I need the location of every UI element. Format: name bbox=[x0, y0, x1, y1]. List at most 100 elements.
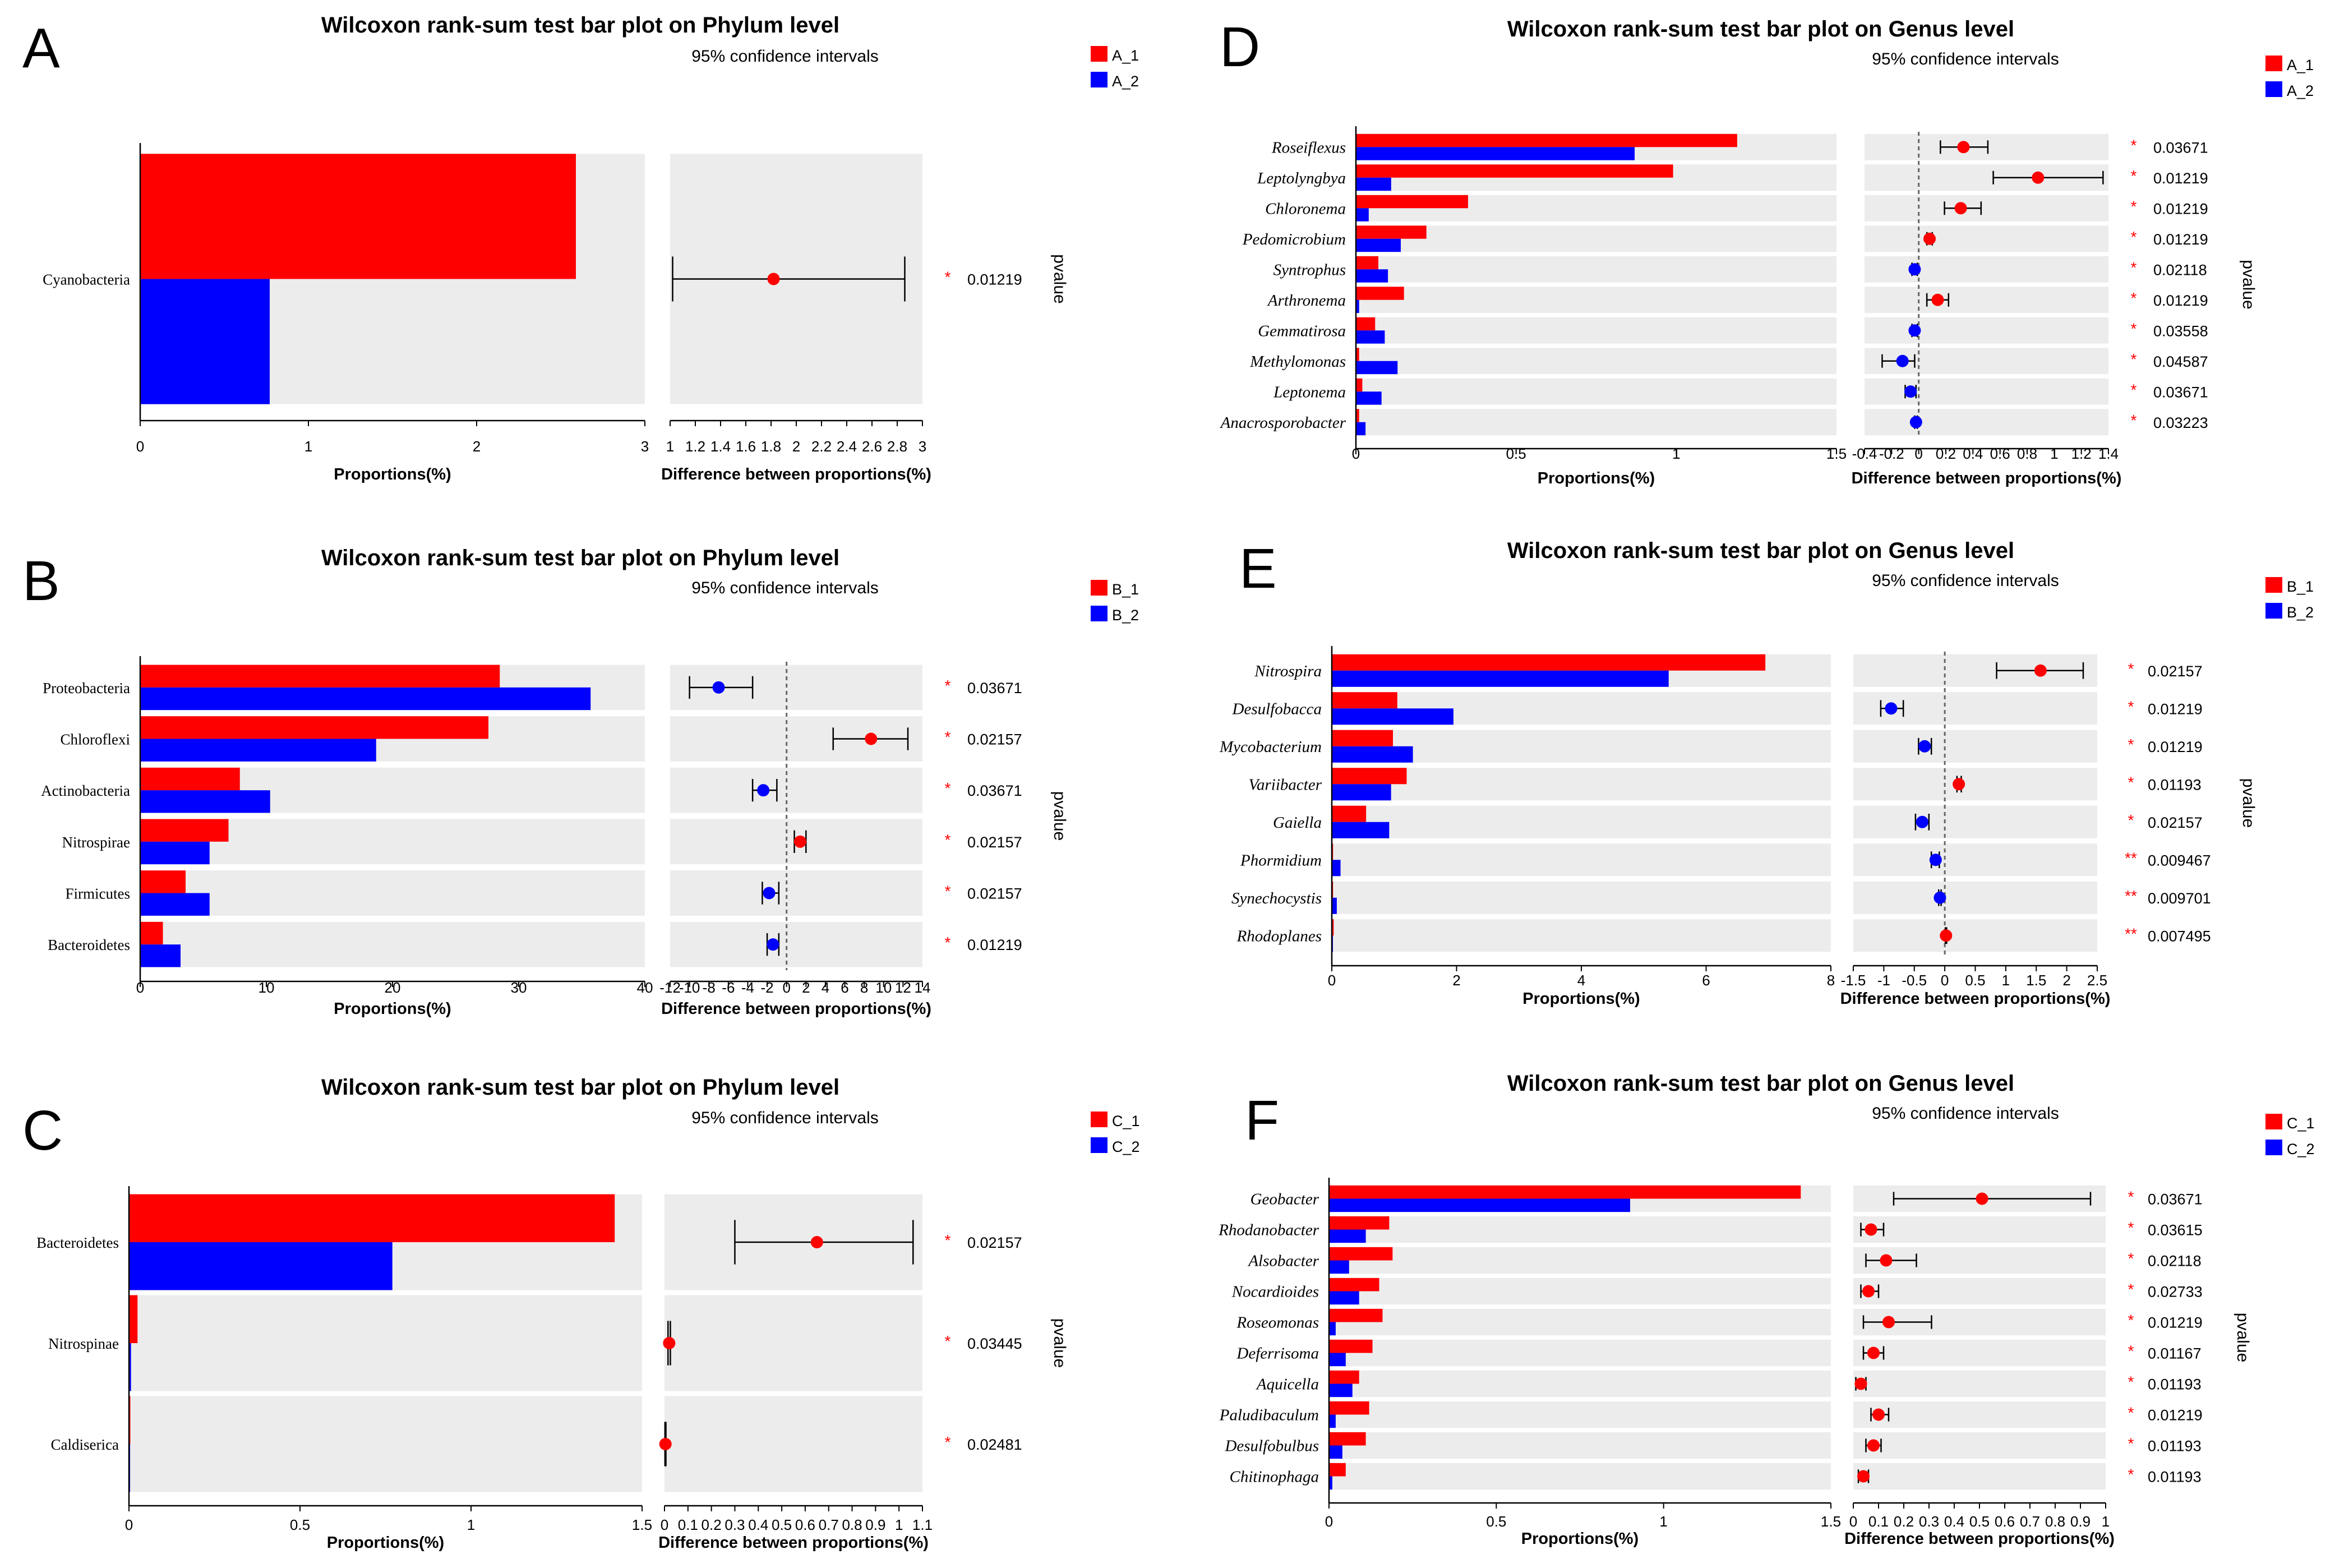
pvalue-label: 0.04587 bbox=[2153, 353, 2208, 370]
significance-star: ** bbox=[2125, 925, 2137, 942]
significance-star: * bbox=[945, 780, 951, 797]
diff-tick-label: 14 bbox=[915, 979, 931, 996]
legend-swatch bbox=[1091, 1112, 1107, 1127]
diff-tick-label: 0.9 bbox=[2070, 1513, 2091, 1530]
bar-band bbox=[1329, 1432, 1831, 1459]
significance-star: * bbox=[2128, 1281, 2134, 1298]
bar bbox=[1356, 348, 1359, 361]
significance-star: * bbox=[2128, 1250, 2134, 1267]
pvalue-label: 0.03671 bbox=[2148, 1191, 2203, 1208]
category-label: Aquicella bbox=[1256, 1376, 1319, 1394]
significance-star: * bbox=[2131, 381, 2137, 398]
significance-star: * bbox=[2131, 259, 2137, 276]
estimate-point bbox=[767, 273, 780, 285]
diff-band bbox=[1853, 730, 2097, 763]
category-label: Deferrisoma bbox=[1236, 1345, 1319, 1363]
diff-band bbox=[1853, 768, 2097, 801]
estimate-point bbox=[865, 732, 878, 745]
category-label: Mycobacterium bbox=[1219, 738, 1322, 756]
bar bbox=[1329, 1198, 1630, 1212]
legend-swatch bbox=[2265, 577, 2282, 593]
diff-tick-label: 1 bbox=[2102, 1513, 2110, 1530]
diff-tick-label: 1 bbox=[666, 438, 674, 455]
estimate-point bbox=[1953, 778, 1965, 791]
panel-label: F bbox=[1245, 1089, 1279, 1152]
category-label: Chitinophaga bbox=[1229, 1468, 1319, 1486]
x-tick-label: 1.5 bbox=[632, 1516, 652, 1533]
significance-star: * bbox=[945, 269, 951, 286]
category-label: Nitrospinae bbox=[48, 1335, 119, 1352]
bar bbox=[1356, 147, 1635, 160]
x-tick-label: 1.5 bbox=[1826, 445, 1847, 462]
chart-title: Wilcoxon rank-sum test bar plot on Phylu… bbox=[321, 1075, 839, 1100]
legend-swatch bbox=[1091, 72, 1107, 87]
significance-star: * bbox=[945, 677, 951, 694]
bar bbox=[140, 944, 181, 967]
legend-label: B_2 bbox=[2287, 604, 2314, 621]
significance-star: * bbox=[945, 1332, 951, 1350]
x-tick-label: 2 bbox=[473, 438, 481, 455]
significance-star: * bbox=[945, 1232, 951, 1249]
category-label: Phormidium bbox=[1240, 851, 1322, 869]
diff-tick-label: 2.6 bbox=[862, 438, 882, 455]
bar-band bbox=[1332, 730, 1831, 763]
legend-label: C_1 bbox=[1112, 1113, 1140, 1129]
x-axis-label: Proportions(%) bbox=[1538, 469, 1655, 487]
x-axis-label: Proportions(%) bbox=[1521, 1530, 1639, 1548]
bar bbox=[140, 687, 591, 711]
bar-band bbox=[1356, 225, 1836, 252]
diff-band bbox=[1865, 225, 2108, 252]
bar bbox=[1332, 919, 1334, 936]
x-tick-label: 0 bbox=[125, 1516, 133, 1533]
diff-tick-label: -0.2 bbox=[1879, 445, 1904, 462]
pvalue-label: 0.02157 bbox=[967, 834, 1022, 851]
x-tick-label: 1 bbox=[1672, 445, 1680, 462]
category-label: Desulfobacca bbox=[1232, 700, 1322, 718]
significance-star: * bbox=[945, 934, 951, 951]
diff-tick-label: -0.4 bbox=[1852, 445, 1877, 462]
diff-tick-label: 0.8 bbox=[2045, 1513, 2065, 1530]
bar bbox=[1356, 287, 1404, 300]
pvalue-label: 0.01219 bbox=[967, 271, 1022, 288]
estimate-point bbox=[767, 938, 779, 951]
bar bbox=[140, 279, 270, 404]
bar bbox=[1356, 164, 1673, 178]
legend-label: C_2 bbox=[2287, 1141, 2315, 1157]
category-label: Cyanobacteria bbox=[43, 271, 130, 288]
diff-tick-label: 0 bbox=[782, 979, 790, 996]
significance-star: * bbox=[2131, 320, 2137, 337]
panel-label: C bbox=[22, 1099, 63, 1162]
estimate-point bbox=[1857, 1470, 1870, 1483]
bar bbox=[1329, 1229, 1366, 1243]
category-label: Desulfobulbus bbox=[1224, 1437, 1319, 1455]
chart-subtitle: 95% confidence intervals bbox=[691, 47, 879, 66]
x-tick-label: 4 bbox=[1577, 972, 1585, 989]
bar bbox=[140, 841, 210, 865]
bar bbox=[1332, 654, 1766, 671]
bar bbox=[1332, 805, 1367, 822]
bar bbox=[1329, 1247, 1393, 1261]
legend-label: C_2 bbox=[1112, 1138, 1140, 1155]
bar-band bbox=[1329, 1463, 1831, 1490]
bar bbox=[1356, 409, 1359, 422]
category-label: Anacrosporobacter bbox=[1220, 414, 1346, 432]
estimate-point bbox=[757, 784, 770, 797]
panel-e: E Wilcoxon rank-sum test bar plot on Genu… bbox=[1219, 537, 2314, 1008]
significance-star: * bbox=[2128, 698, 2134, 715]
x-tick-label: 0 bbox=[1325, 1513, 1333, 1530]
legend: C_1 C_2 bbox=[1091, 1112, 1140, 1155]
diff-band bbox=[1865, 287, 2108, 313]
bar-band bbox=[1356, 378, 1836, 405]
diff-tick-label: 1.2 bbox=[685, 438, 705, 455]
chart-subtitle: 95% confidence intervals bbox=[691, 579, 879, 597]
legend-swatch bbox=[1091, 46, 1107, 62]
bar bbox=[1332, 860, 1341, 877]
diff-tick-label: 1 bbox=[2002, 972, 2010, 989]
bar-band bbox=[1332, 768, 1831, 801]
legend-label: B_1 bbox=[2287, 578, 2314, 595]
pvalue-label: 0.01193 bbox=[2148, 776, 2202, 793]
pvalue-label: 0.03671 bbox=[967, 680, 1022, 697]
pvalue-label: 0.01167 bbox=[2148, 1345, 2202, 1362]
bar bbox=[140, 716, 488, 739]
